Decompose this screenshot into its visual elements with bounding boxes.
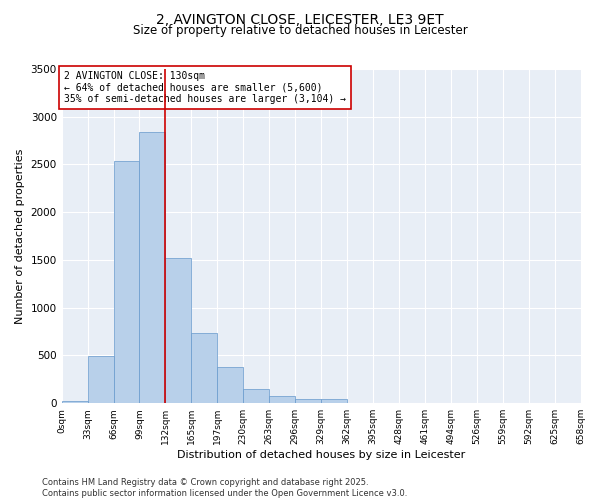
Bar	[191, 332, 217, 403]
Bar	[217, 367, 243, 403]
Bar	[88, 356, 113, 403]
Bar	[166, 258, 191, 403]
X-axis label: Distribution of detached houses by size in Leicester: Distribution of detached houses by size …	[177, 450, 465, 460]
Text: 2 AVINGTON CLOSE: 130sqm
← 64% of detached houses are smaller (5,600)
35% of sem: 2 AVINGTON CLOSE: 130sqm ← 64% of detach…	[64, 70, 346, 104]
Bar	[62, 402, 88, 403]
Text: 2, AVINGTON CLOSE, LEICESTER, LE3 9ET: 2, AVINGTON CLOSE, LEICESTER, LE3 9ET	[156, 12, 444, 26]
Y-axis label: Number of detached properties: Number of detached properties	[15, 148, 25, 324]
Text: Contains HM Land Registry data © Crown copyright and database right 2025.
Contai: Contains HM Land Registry data © Crown c…	[42, 478, 407, 498]
Bar	[113, 160, 139, 403]
Bar	[269, 396, 295, 403]
Bar	[295, 400, 321, 403]
Bar	[139, 132, 166, 403]
Bar	[321, 400, 347, 403]
Text: Size of property relative to detached houses in Leicester: Size of property relative to detached ho…	[133, 24, 467, 37]
Bar	[243, 390, 269, 403]
